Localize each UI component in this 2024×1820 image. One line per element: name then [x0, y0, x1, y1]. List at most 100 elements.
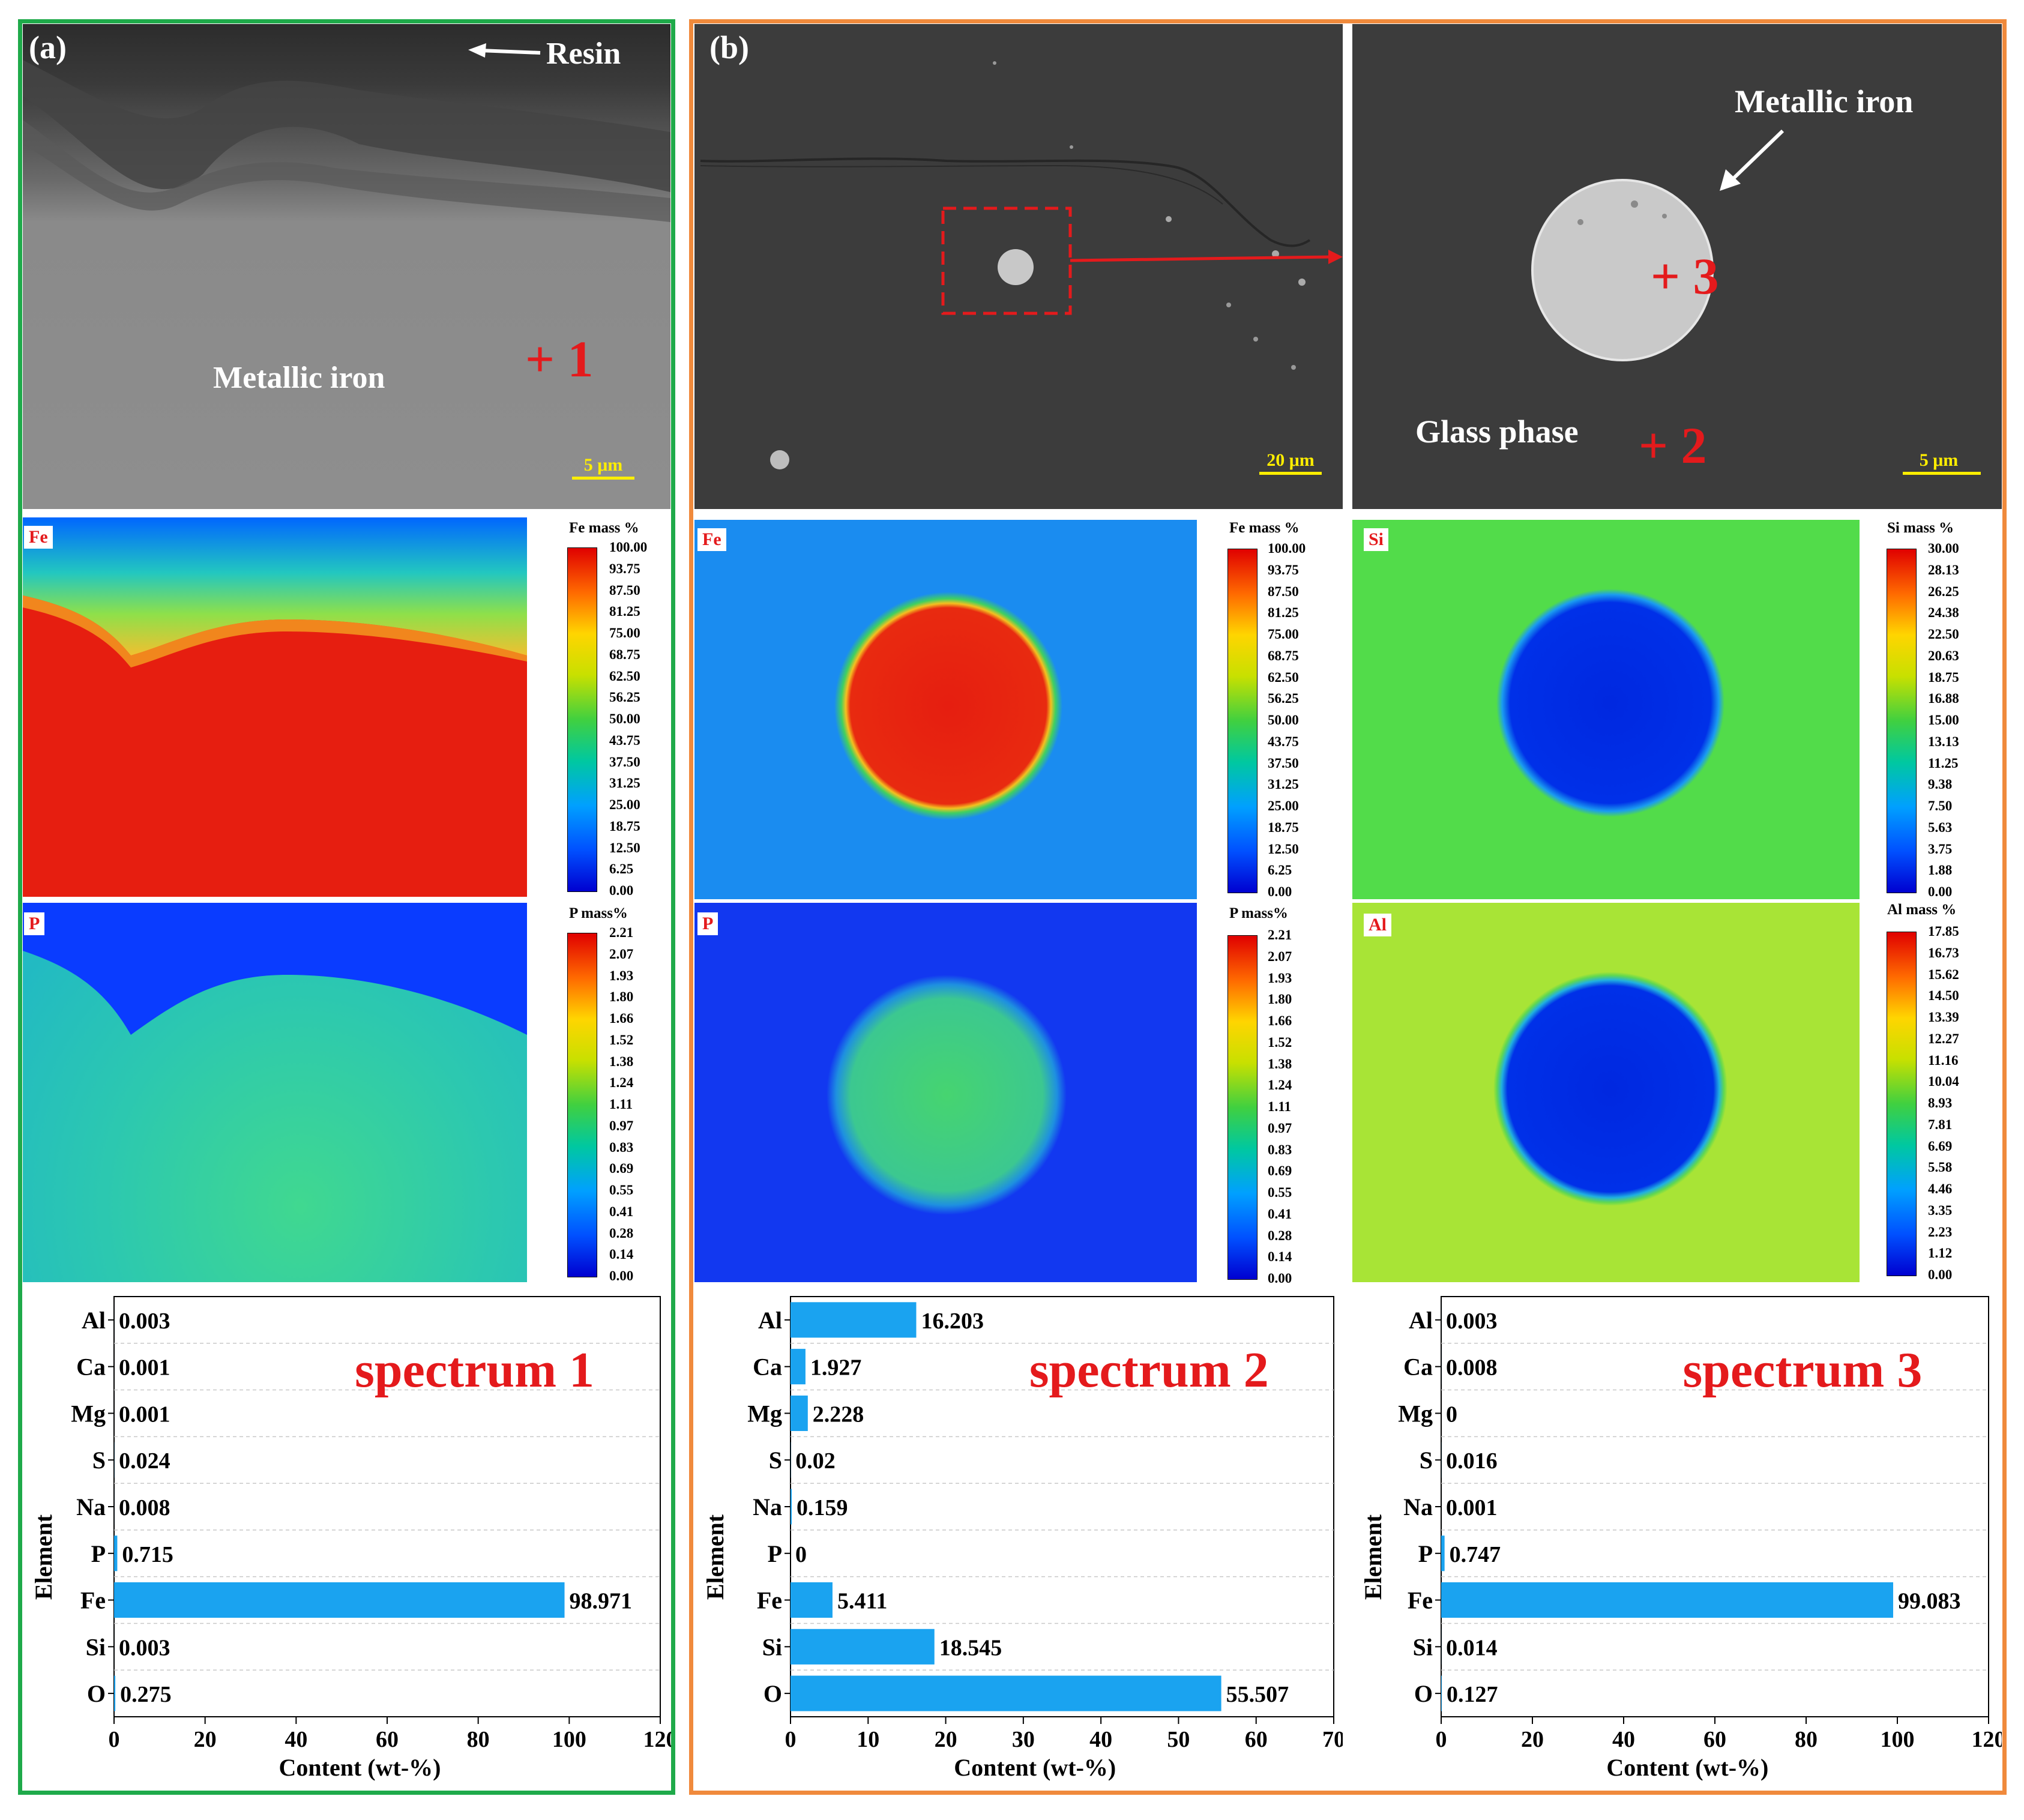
- y-axis-label: Element: [1360, 1514, 1387, 1600]
- bar-si: [791, 1629, 935, 1665]
- colorbar-tick-label: 0.00: [1268, 1271, 1292, 1286]
- x-tick-label: 50: [1167, 1727, 1190, 1752]
- x-tick-label: 120: [643, 1727, 672, 1752]
- colorbar-tick-label: 0.00: [1928, 884, 1953, 899]
- colorbar-tick-label: 11.16: [1928, 1052, 1959, 1068]
- x-tick-label: 40: [1612, 1727, 1635, 1752]
- value-label: 0.016: [1446, 1448, 1498, 1474]
- colorbar-tick-label: 87.50: [1268, 583, 1299, 599]
- colorbar-tick-label: 37.50: [609, 754, 640, 770]
- colorbar-tick-label: 43.75: [1268, 734, 1299, 749]
- x-tick-label: 60: [1245, 1727, 1268, 1752]
- value-label: 0.003: [119, 1309, 170, 1334]
- colorbar-tick-label: 1.93: [609, 968, 634, 983]
- panel-b-sem-zoom: [1352, 24, 2002, 509]
- colorbar-tick-label: 37.50: [1268, 755, 1299, 771]
- colorbar-tick-label: 0.41: [1268, 1206, 1292, 1222]
- colorbar-tick-label: 1.38: [1268, 1056, 1292, 1071]
- panel-b-fe-cbar-title: Fe mass %: [1229, 520, 1300, 536]
- category-label: Al: [82, 1307, 106, 1334]
- category-label: Na: [753, 1493, 782, 1520]
- colorbar-tick-label: 1.52: [1268, 1034, 1292, 1050]
- category-label: Fe: [757, 1587, 782, 1614]
- colorbar-tick-label: 81.25: [609, 604, 640, 619]
- x-tick-label: 0: [785, 1727, 797, 1752]
- category-label: Al: [758, 1307, 782, 1334]
- plot-frame: [790, 1296, 1334, 1717]
- panel-a-p-colorbar: [567, 933, 597, 1277]
- panel-a-fe-colorbar: [567, 547, 597, 892]
- colorbar-tick-label: 0.28: [1268, 1228, 1292, 1243]
- colorbar-tick-label: 12.50: [1268, 841, 1299, 857]
- colorbar-tick-label: 6.25: [609, 861, 634, 877]
- colorbar-tick-label: 9.38: [1928, 777, 1953, 792]
- value-label: 5.411: [837, 1589, 887, 1614]
- colorbar-tick-label: 0.55: [1268, 1185, 1292, 1200]
- colorbar-tick-label: 5.63: [1928, 819, 1953, 835]
- colorbar-tick-label: 0.00: [609, 883, 634, 898]
- colorbar-tick-label: 0.28: [609, 1225, 634, 1241]
- value-label: 0.02: [795, 1448, 836, 1474]
- colorbar-tick-label: 31.25: [609, 776, 640, 791]
- panel-b-label: (b): [709, 29, 749, 65]
- colorbar-tick-label: 22.50: [1928, 627, 1959, 642]
- colorbar-tick-label: 26.25: [1928, 583, 1959, 599]
- category-label: Si: [1413, 1633, 1433, 1660]
- panel-b-al-tag: Al: [1364, 914, 1391, 936]
- x-tick-label: 100: [1881, 1727, 1915, 1752]
- colorbar-tick-label: 62.50: [1268, 669, 1299, 685]
- colorbar-tick-label: 56.25: [1268, 691, 1299, 707]
- colorbar-tick-label: 31.25: [1268, 777, 1299, 792]
- plot-frame: [113, 1296, 661, 1717]
- colorbar-tick-label: 1.80: [1268, 992, 1292, 1007]
- bar-fe: [1441, 1582, 1894, 1618]
- category-label: P: [1418, 1540, 1433, 1567]
- plot-frame: [1441, 1296, 1989, 1717]
- colorbar-tick-label: 16.73: [1928, 945, 1959, 960]
- y-axis-label: Element: [702, 1514, 729, 1600]
- category-label: Na: [1403, 1493, 1433, 1520]
- colorbar-tick-label: 8.93: [1928, 1095, 1953, 1110]
- category-label: P: [91, 1540, 106, 1567]
- value-label: 16.203: [921, 1309, 984, 1334]
- panel-a-label: (a): [29, 29, 67, 65]
- colorbar-tick-label: 1.66: [1268, 1013, 1292, 1028]
- bar-o: [114, 1675, 116, 1711]
- point-3-marker: + 3: [1651, 247, 1719, 305]
- value-label: 0: [795, 1542, 807, 1567]
- colorbar-tick-label: 2.21: [1268, 927, 1292, 942]
- category-label: Na: [76, 1493, 106, 1520]
- colorbar-tick-label: 25.00: [609, 797, 640, 812]
- resin-arrow: [468, 43, 541, 58]
- colorbar-tick-label: 5.58: [1928, 1160, 1953, 1175]
- colorbar-tick-label: 0.69: [609, 1161, 634, 1177]
- x-tick-label: 40: [1089, 1727, 1112, 1752]
- x-tick-label: 20: [1521, 1727, 1544, 1752]
- colorbar-tick-label: 0.83: [609, 1139, 634, 1155]
- colorbar-tick-label: 13.39: [1928, 1010, 1959, 1025]
- value-label: 18.545: [939, 1635, 1002, 1660]
- category-label: Fe: [80, 1587, 106, 1614]
- x-tick-label: 10: [857, 1727, 879, 1752]
- x-tick-label: 20: [935, 1727, 957, 1752]
- x-axis-label: Content (wt-%): [279, 1754, 441, 1781]
- x-tick-label: 80: [1795, 1727, 1818, 1752]
- colorbar-tick-label: 0.97: [1268, 1120, 1292, 1136]
- value-label: 0.127: [1447, 1682, 1498, 1707]
- colorbar-tick-label: 10.04: [1928, 1074, 1959, 1089]
- x-tick-label: 80: [467, 1727, 490, 1752]
- colorbar-tick-label: 18.75: [1268, 819, 1299, 835]
- colorbar-tick-label: 4.46: [1928, 1181, 1953, 1196]
- colorbar-tick-label: 2.23: [1928, 1224, 1953, 1240]
- value-label: 99.083: [1898, 1589, 1961, 1614]
- colorbar-tick-label: 0.69: [1268, 1163, 1292, 1179]
- scale-bar-b-left: 20 μm: [1254, 450, 1327, 475]
- colorbar-tick-label: 14.50: [1928, 988, 1959, 1004]
- colorbar-tick-label: 1.80: [609, 989, 634, 1005]
- value-label: 1.927: [810, 1355, 862, 1381]
- colorbar-tick-label: 2.21: [609, 925, 634, 940]
- panel-a-fe-tag: Fe: [24, 526, 53, 549]
- colorbar-tick-label: 0.00: [609, 1268, 634, 1283]
- colorbar-tick-label: 12.50: [609, 840, 640, 855]
- colorbar-tick-label: 0.14: [1268, 1249, 1292, 1265]
